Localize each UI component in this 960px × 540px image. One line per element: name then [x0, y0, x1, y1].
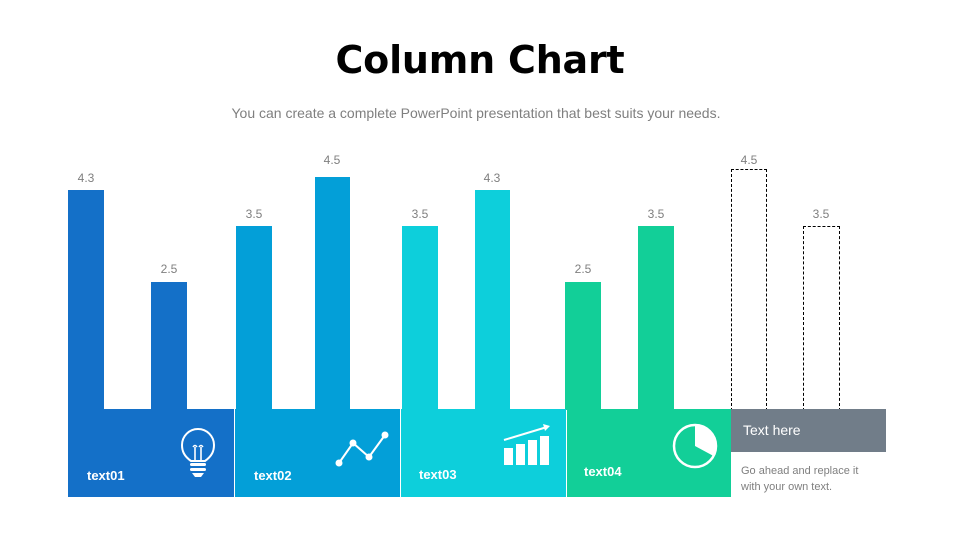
legend-description: Go ahead and replace it with your own te…: [741, 465, 859, 493]
bar-label: 3.5: [812, 207, 830, 221]
category-label: text01: [87, 468, 125, 483]
bar-text01-series2: [151, 282, 187, 410]
bar-label: 4.3: [77, 171, 95, 185]
lightbulb-icon: [180, 428, 216, 477]
bar-label: 3.5: [411, 207, 429, 221]
category-block-text02: text02: [235, 409, 400, 497]
bar-text01-series1: [68, 190, 104, 410]
line-chart-icon: [335, 431, 389, 467]
bar-label: 2.5: [160, 262, 178, 276]
bar-text04-series1: [565, 282, 601, 410]
pie-chart-icon: [672, 423, 718, 469]
bar-label: 4.5: [740, 153, 758, 167]
bar-label: 2.5: [574, 262, 592, 276]
growth-bar-chart-icon: [503, 424, 550, 465]
bar-text02-series1: [236, 226, 272, 410]
page-title: Column Chart: [335, 38, 625, 82]
category-label: text04: [584, 464, 622, 479]
legend-title: Text here: [743, 422, 801, 438]
bar-text04-series2: [638, 226, 674, 410]
bar-text03-series1: [402, 226, 438, 410]
category-label: text02: [254, 468, 292, 483]
bar-label: 4.3: [483, 171, 501, 185]
bar-text03-series2: [475, 190, 510, 410]
placeholder-bar-2: [803, 226, 840, 411]
bar-label: 4.5: [323, 153, 341, 167]
placeholder-bar-1: [731, 169, 767, 411]
category-block-text03: text03: [401, 409, 566, 497]
category-block-text01: text01: [68, 409, 234, 497]
page-subtitle: You can create a complete PowerPoint pre…: [231, 105, 721, 121]
legend-box: Text here: [731, 409, 886, 452]
category-block-text04: text04: [567, 409, 731, 497]
bar-label: 3.5: [245, 207, 263, 221]
bar-label: 3.5: [647, 207, 665, 221]
bar-text02-series2: [315, 177, 350, 410]
category-label: text03: [419, 467, 457, 482]
